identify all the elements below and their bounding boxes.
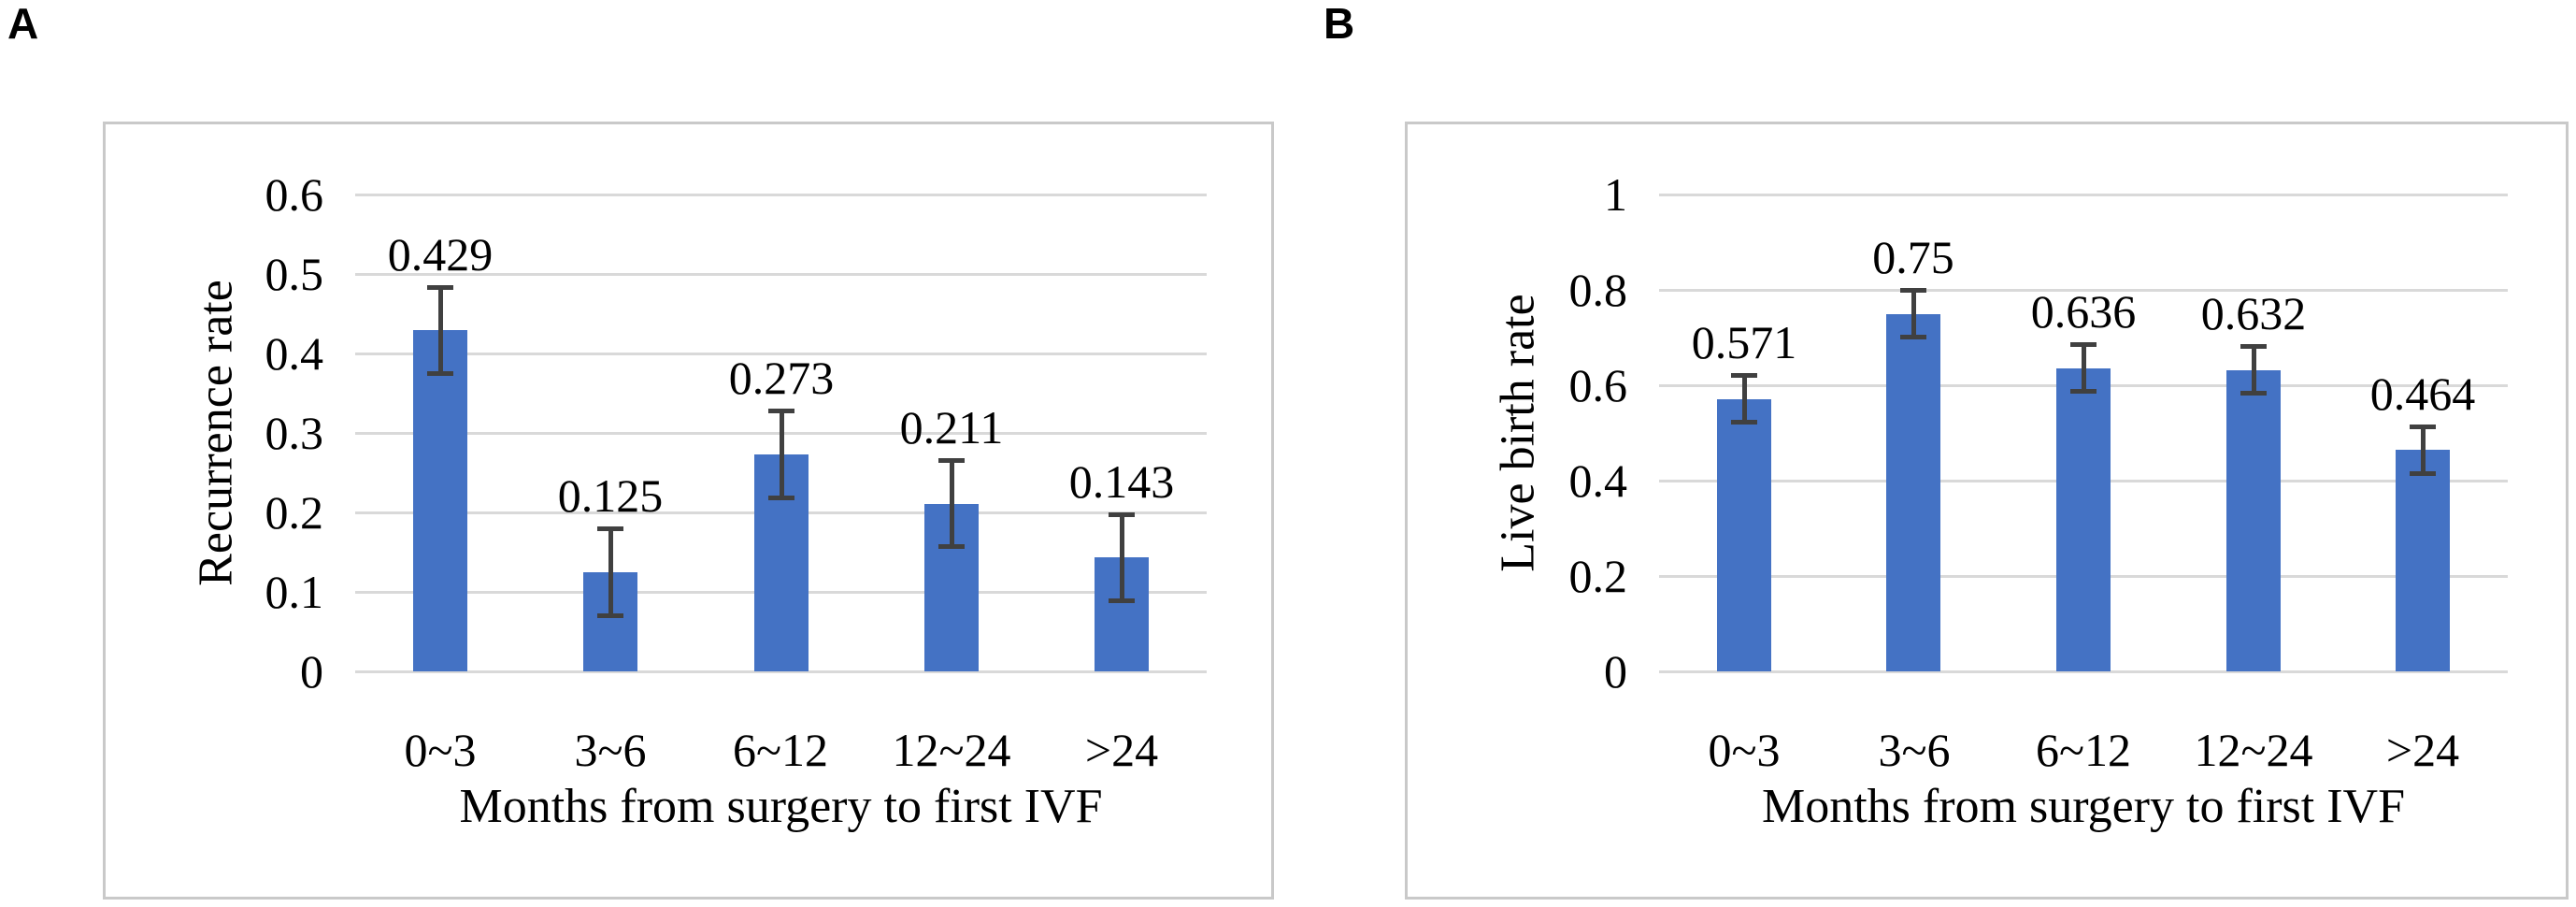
panel-a-chart: Recurrence rate 0 0.1 0.2 0.3 0.4 0.5 0.6 0.429 0… (103, 122, 1274, 900)
value-label: 0.464 (2369, 367, 2476, 420)
x-tick-label: 0~3 (404, 724, 477, 776)
error-bar (1120, 513, 1124, 602)
gridline (355, 670, 1207, 673)
error-cap-bottom (768, 495, 794, 500)
gridline (1659, 194, 2508, 196)
bar (2396, 450, 2450, 671)
error-bar (1911, 290, 1916, 338)
error-cap-bottom (597, 612, 623, 618)
bar (2226, 369, 2281, 671)
value-label: 0.632 (2200, 287, 2307, 340)
error-bar (438, 286, 443, 375)
error-bar (780, 410, 784, 498)
error-cap-top (938, 457, 965, 463)
value-label: 0.273 (728, 352, 835, 405)
x-tick-label: 3~6 (1878, 724, 1951, 776)
error-cap-top (768, 409, 794, 414)
value-label: 0.125 (557, 469, 664, 522)
error-bar (950, 459, 954, 548)
error-cap-bottom (1109, 598, 1135, 604)
error-cap-top (427, 284, 453, 290)
panel-a-label: A (7, 0, 39, 48)
x-tick-label: >24 (2385, 724, 2460, 776)
error-bar (2082, 344, 2086, 393)
error-cap-top (1731, 373, 1757, 379)
error-cap-top (1900, 288, 1926, 293)
y-tick-label: 0.6 (265, 168, 324, 221)
value-label: 0.211 (899, 400, 1004, 454)
y-tick-label: 0.8 (1568, 264, 1628, 316)
gridline (355, 353, 1207, 355)
error-bar (1742, 375, 1747, 424)
x-tick-label: 12~24 (2194, 724, 2313, 776)
y-tick-label: 0.3 (265, 407, 324, 459)
y-tick-label: 0.1 (265, 566, 324, 618)
bar (1886, 313, 1940, 671)
y-tick-label: 0 (1604, 645, 1627, 698)
x-tick-label: >24 (1084, 724, 1159, 776)
error-cap-top (597, 526, 623, 531)
error-cap-bottom (2240, 391, 2267, 396)
error-bar (608, 528, 613, 616)
y-tick-label: 0 (300, 645, 323, 698)
bar (2056, 367, 2111, 671)
error-cap-bottom (938, 544, 965, 550)
panel-b-label: B (1324, 0, 1355, 48)
error-cap-top (2410, 424, 2436, 429)
x-tick-label: 6~12 (2035, 724, 2132, 776)
error-cap-bottom (1731, 420, 1757, 425)
gridline (355, 194, 1207, 196)
bar (413, 330, 467, 671)
error-bar (2421, 425, 2426, 474)
gridline (1659, 289, 2508, 292)
error-cap-bottom (2410, 470, 2436, 476)
value-label: 0.429 (387, 227, 494, 281)
value-label: 0.143 (1068, 454, 1175, 508)
x-tick-label: 6~12 (732, 724, 829, 776)
error-cap-top (2240, 344, 2267, 350)
x-axis-title: Months from surgery to first IVF (459, 780, 1103, 833)
value-label: 0.75 (1872, 231, 1954, 283)
x-tick-label: 3~6 (574, 724, 647, 776)
y-axis-title-text: Live birth rate (1491, 294, 1545, 572)
x-tick-label: 0~3 (1708, 724, 1781, 776)
y-tick-label: 0.2 (1568, 550, 1628, 602)
value-label: 0.571 (1691, 316, 1797, 369)
gridline (1659, 670, 2508, 673)
error-cap-bottom (1900, 335, 1926, 339)
error-cap-bottom (427, 371, 453, 377)
bar (1717, 398, 1771, 671)
y-tick-label: 0.2 (265, 486, 324, 539)
y-tick-label: 0.5 (265, 248, 324, 300)
error-cap-top (1109, 511, 1135, 517)
error-cap-top (2070, 342, 2097, 348)
y-tick-label: 0.4 (1568, 454, 1628, 507)
x-tick-label: 12~24 (892, 724, 1011, 776)
x-axis-title: Months from surgery to first IVF (1761, 780, 2405, 833)
y-tick-label: 0.4 (265, 327, 324, 380)
gridline (355, 273, 1207, 276)
y-tick-label: 1 (1604, 168, 1627, 221)
panel-b-chart: Live birth rate 0 0.2 0.4 0.6 0.8 1 0.571 0~3 0.7… (1405, 122, 2569, 900)
error-bar (2252, 346, 2256, 395)
value-label: 0.636 (2030, 285, 2137, 338)
y-tick-label: 0.6 (1568, 359, 1628, 411)
error-cap-bottom (2070, 389, 2097, 395)
